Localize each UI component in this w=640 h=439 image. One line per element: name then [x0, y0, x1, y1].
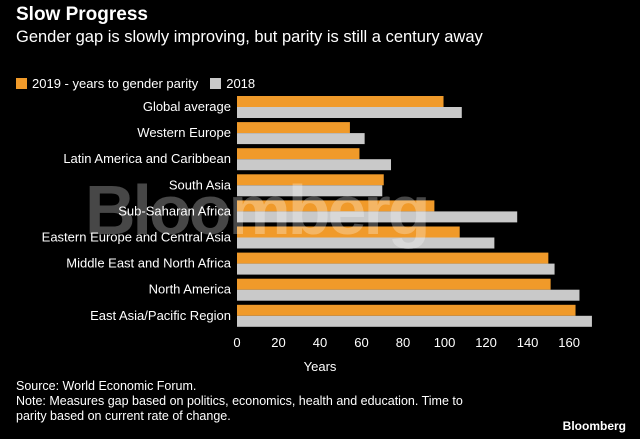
x-tick-label-5: 100 — [434, 335, 456, 350]
bar-2018-1 — [237, 133, 365, 145]
bar-2019-7 — [237, 278, 551, 290]
category-label-0: Global average — [143, 99, 231, 114]
bar-2018-6 — [237, 263, 555, 275]
legend: 2019 - years to gender parity 2018 — [16, 76, 267, 91]
category-label-6: Middle East and North Africa — [66, 256, 232, 271]
category-label-5: Eastern Europe and Central Asia — [42, 230, 232, 245]
bar-2019-0 — [237, 96, 444, 107]
category-label-8: East Asia/Pacific Region — [90, 308, 231, 323]
brand-logo-text: Bloomberg — [562, 419, 626, 433]
x-tick-label-6: 120 — [475, 335, 497, 350]
bar-2019-1 — [237, 122, 350, 134]
bar-2018-4 — [237, 211, 518, 223]
category-label-2: Latin America and Caribbean — [63, 151, 231, 166]
legend-label-2019: 2019 - years to gender parity — [32, 76, 199, 91]
x-tick-label-4: 80 — [396, 335, 410, 350]
x-tick-label-0: 0 — [233, 335, 240, 350]
chart-subtitle: Gender gap is slowly improving, but pari… — [16, 28, 483, 46]
chart-footer: Source: World Economic Forum. Note: Meas… — [16, 379, 463, 424]
bar-2018-5 — [237, 237, 495, 249]
x-tick-label-1: 20 — [271, 335, 285, 350]
category-label-7: North America — [149, 282, 232, 297]
method-note-line2: parity based on current rate of change. — [16, 409, 231, 423]
bar-2019-2 — [237, 148, 360, 160]
category-label-4: Sub-Saharan Africa — [118, 203, 232, 218]
legend-item-2019: 2019 - years to gender parity — [16, 76, 198, 91]
legend-swatch-2018 — [210, 78, 222, 89]
legend-swatch-2019 — [16, 78, 27, 89]
x-tick-label-8: 160 — [558, 335, 580, 350]
bar-2018-8 — [237, 315, 592, 327]
chart-title: Slow Progress — [16, 4, 148, 25]
category-label-3: South Asia — [169, 177, 232, 192]
bar-2019-4 — [237, 200, 435, 212]
bar-2018-2 — [237, 159, 392, 171]
source-note: Source: World Economic Forum. — [16, 379, 197, 393]
legend-item-2018: 2018 — [210, 76, 255, 91]
bar-2019-6 — [237, 252, 549, 264]
x-tick-label-7: 140 — [517, 335, 539, 350]
bar-2019-5 — [237, 226, 460, 238]
category-label-1: Western Europe — [137, 125, 231, 140]
legend-label-2018: 2018 — [226, 76, 256, 91]
x-tick-label-3: 60 — [354, 335, 368, 350]
x-axis-label: Years — [304, 359, 337, 374]
bar-2019-8 — [237, 304, 576, 316]
x-tick-label-2: 40 — [313, 335, 327, 350]
method-note-line1: Note: Measures gap based on politics, ec… — [16, 394, 463, 408]
bar-2018-3 — [237, 185, 383, 197]
bar-2018-7 — [237, 289, 580, 301]
bar-2019-3 — [237, 174, 384, 186]
bar-2018-0 — [237, 107, 462, 118]
